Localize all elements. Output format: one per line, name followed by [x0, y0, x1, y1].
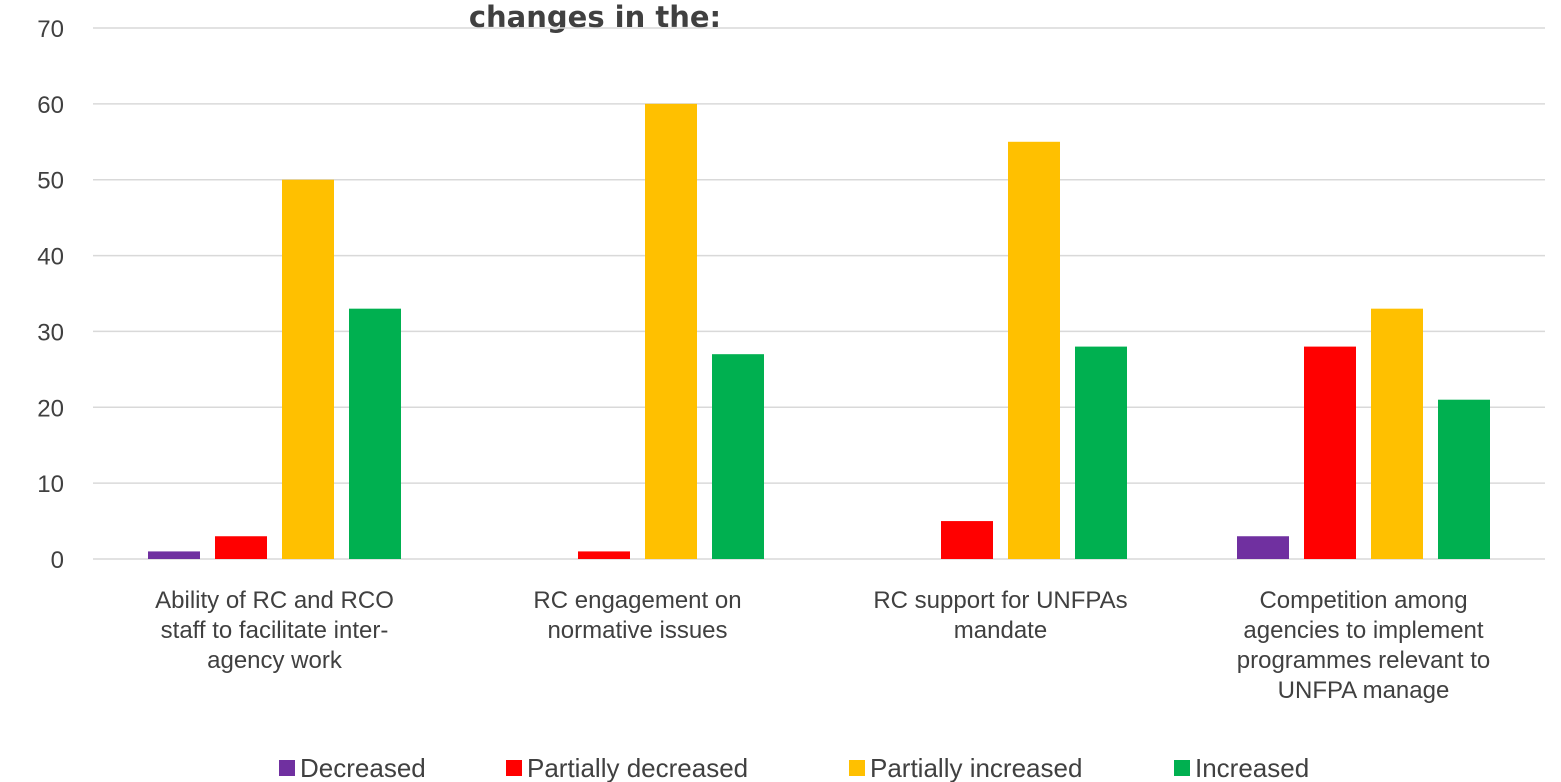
bar-partially-increased [282, 179, 334, 559]
bar-partially-decreased [1304, 346, 1356, 559]
bar-partially-increased [1008, 141, 1060, 560]
bars [148, 103, 1490, 560]
y-tick-label: 20 [37, 395, 64, 422]
bar-partially-decreased [578, 551, 630, 559]
legend: Decreased Partially decreased Partially in… [279, 753, 1309, 782]
x-axis-categories: Ability of RC and RCO staff to facilitate… [155, 587, 1490, 704]
y-tick-label: 70 [37, 16, 64, 43]
legend-swatch [279, 760, 295, 776]
legend-label: Decreased [300, 753, 426, 782]
legend-swatch [506, 760, 522, 776]
x-category-label: Ability of RC and RCO staff to facilitate… [155, 587, 394, 674]
legend-label: Increased [1195, 753, 1309, 782]
bar-increased [349, 308, 401, 559]
y-tick-label: 60 [37, 92, 64, 119]
bar-partially-decreased [941, 521, 993, 559]
legend-swatch [849, 760, 865, 776]
y-tick-label: 0 [51, 547, 64, 574]
legend-swatch [1174, 760, 1190, 776]
x-category-label: Competition among agencies to implement pr… [1237, 587, 1490, 704]
y-tick-label: 10 [37, 471, 64, 498]
x-category-label: RC engagement on normative issues [533, 587, 741, 644]
legend-label: Partially decreased [527, 753, 748, 782]
bar-decreased [1237, 536, 1289, 559]
y-tick-label: 50 [37, 168, 64, 195]
bar-increased [1075, 346, 1127, 559]
y-axis-ticks: 0 10 20 30 40 50 60 70 [37, 16, 64, 574]
bar-decreased [148, 551, 200, 559]
legend-label: Partially increased [870, 753, 1082, 782]
y-tick-label: 30 [37, 319, 64, 346]
bar-partially-increased [645, 103, 697, 559]
bar-partially-increased [1371, 308, 1423, 559]
gridlines [93, 27, 1545, 560]
chart-title: changes in the: [469, 0, 721, 34]
y-tick-label: 40 [37, 244, 64, 271]
bar-increased [712, 354, 764, 559]
x-category-label: RC support for UNFPAs mandate [873, 587, 1127, 644]
bar-partially-decreased [215, 536, 267, 559]
bar-increased [1438, 399, 1490, 559]
